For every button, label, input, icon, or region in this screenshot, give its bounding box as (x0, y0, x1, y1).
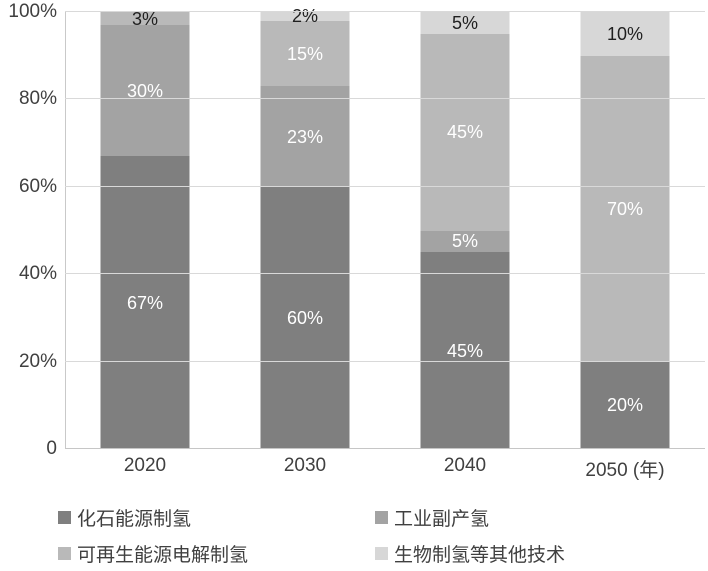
x-tick-label-2050: 2050 (年) (585, 460, 665, 481)
legend-item-bio: 生物制氢等其他技术 (375, 535, 692, 571)
bar-2030: 60% 23% 15% 2% (260, 7, 350, 449)
x-tick-label-2040: 2040 (443, 455, 487, 476)
segment-label-industrial-2040: 5% (451, 231, 478, 252)
segment-label-bio-2040: 5% (451, 12, 478, 33)
segment-fossil-2050: 20% (580, 361, 670, 449)
segment-label-electrolysis-2050: 70% (606, 198, 644, 219)
segment-electrolysis-2040: 45% (420, 33, 510, 231)
segment-industrial-2030: 23% (260, 86, 350, 187)
gridline-20 (65, 360, 705, 362)
segment-industrial-2040: 5% (420, 230, 510, 253)
legend-item-electrolysis: 可再生能源电解制氢 (58, 535, 375, 571)
segment-label-fossil-2040: 45% (446, 340, 484, 361)
segment-electrolysis-2050: 70% (580, 55, 670, 362)
bar-slot-2050: 20% 70% 10% (545, 12, 705, 449)
x-axis-tick-labels: 2020 2030 2040 2050 (年) (65, 455, 705, 482)
legend-swatch-icon (375, 510, 388, 524)
segment-label-fossil-2020: 67% (126, 292, 164, 313)
segment-industrial-2020: 30% (100, 25, 190, 157)
gridline-60 (65, 185, 705, 187)
x-tick-label-2020: 2020 (123, 455, 167, 476)
segment-electrolysis-2020: 3% (100, 10, 190, 28)
segment-label-industrial-2020: 30% (126, 80, 164, 101)
y-tick-label-20: 20% (18, 350, 57, 372)
gridline-100 (65, 11, 705, 12)
y-tick-label-80: 80% (18, 88, 57, 110)
legend-label-industrial: 工业副产氢 (394, 508, 490, 530)
segment-electrolysis-2030: 15% (260, 20, 350, 87)
segment-fossil-2040: 45% (420, 252, 510, 449)
gridline-40 (65, 273, 705, 275)
bar-slot-2030: 60% 23% 15% 2% (225, 7, 385, 449)
bar-2050: 20% 70% 10% (580, 12, 670, 449)
segment-fossil-2030: 60% (260, 186, 350, 449)
y-tick-label-100: 100% (8, 1, 57, 22)
bars-container: 67% 30% 3% 60% 23% 15% 2% 45% 5% 45% 5% 20% 70% 10% (65, 7, 705, 449)
y-axis-line (65, 12, 66, 449)
segment-label-industrial-2030: 23% (286, 126, 324, 147)
y-tick-label-60: 60% (18, 175, 57, 197)
segment-bio-2030: 2% (260, 7, 350, 25)
legend-item-fossil: 化石能源制氢 (58, 499, 375, 535)
segment-label-electrolysis-2020: 3% (131, 8, 158, 29)
bar-2040: 45% 5% 45% 5% (420, 12, 510, 449)
segment-label-electrolysis-2040: 45% (446, 122, 484, 143)
legend-label-electrolysis: 可再生能源电解制氢 (77, 544, 249, 566)
y-tick-label-0: 0 (46, 438, 57, 459)
segment-label-fossil-2050: 20% (606, 395, 644, 416)
y-tick-label-40: 40% (18, 263, 57, 285)
bar-slot-2020: 67% 30% 3% (65, 10, 225, 449)
segment-bio-2050: 10% (580, 12, 670, 56)
legend-swatch-icon (58, 510, 71, 524)
segment-label-bio-2050: 10% (606, 23, 644, 44)
segment-label-electrolysis-2030: 15% (286, 43, 324, 64)
plot-area: 67% 30% 3% 60% 23% 15% 2% 45% 5% 45% 5% 20% 70% 10% (65, 7, 705, 449)
bar-slot-2040: 45% 5% 45% 5% (385, 12, 545, 449)
x-tick-label-2030: 2030 (283, 455, 327, 476)
gridline-0 (65, 448, 705, 449)
legend-label-fossil: 化石能源制氢 (77, 508, 192, 530)
legend-swatch-icon (375, 546, 388, 560)
legend: 化石能源制氢 工业副产氢可再生能源电解制氢 生物制氢等其他技术 (58, 499, 698, 571)
segment-fossil-2020: 67% (100, 156, 190, 449)
legend-label-bio: 生物制氢等其他技术 (394, 544, 566, 566)
legend-swatch-icon (58, 546, 71, 560)
gridline-80 (65, 98, 705, 100)
legend-item-industrial: 工业副产氢 (375, 499, 692, 535)
segment-bio-2040: 5% (420, 12, 510, 34)
segment-label-fossil-2030: 60% (286, 307, 324, 328)
bar-2020: 67% 30% 3% (100, 10, 190, 449)
